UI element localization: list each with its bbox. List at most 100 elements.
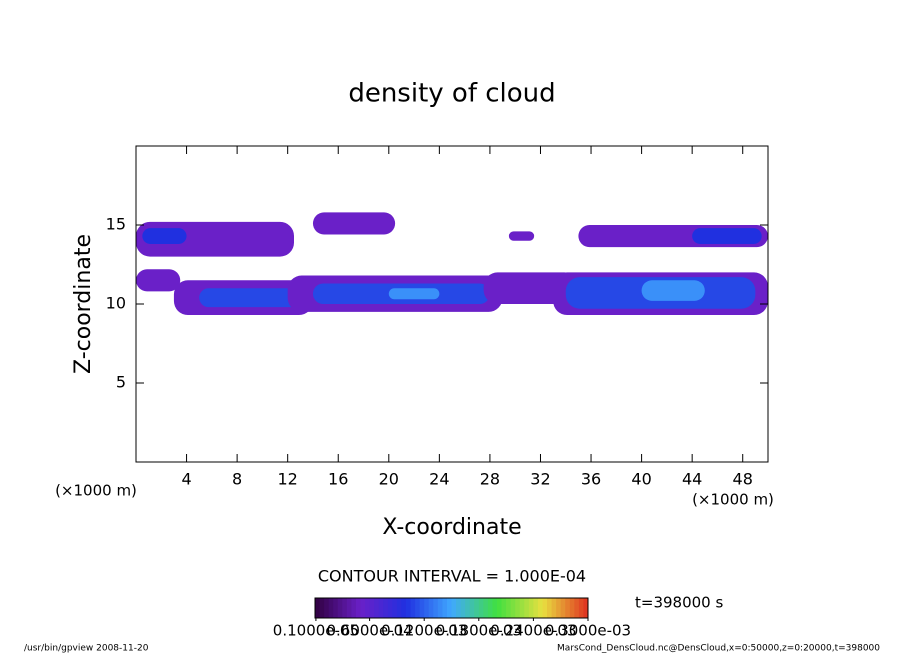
x-tick-label: 12 xyxy=(278,470,298,489)
colorbar-segment xyxy=(560,598,566,618)
colorbar-segment xyxy=(387,598,393,618)
x-tick-label: 20 xyxy=(379,470,399,489)
cloud-region xyxy=(142,228,187,244)
chart-title: density of cloud xyxy=(348,79,555,109)
cloud-region xyxy=(312,212,396,235)
cloud-region xyxy=(388,288,440,300)
colorbar-segment xyxy=(569,598,575,618)
colorbar-segment xyxy=(415,598,421,618)
x-tick-label: 28 xyxy=(480,470,500,489)
colorbar-segment xyxy=(556,598,562,618)
colorbar-tick-label: 0.2400e-03 xyxy=(490,622,576,640)
colorbar-segment xyxy=(537,598,543,618)
cloud-region xyxy=(692,228,762,244)
x-tick-label: 44 xyxy=(682,470,702,489)
colorbar-segment xyxy=(478,598,484,618)
colorbar-segment xyxy=(369,598,375,618)
x-axis-label: X-coordinate xyxy=(382,515,521,540)
colorbar-segment xyxy=(319,598,325,618)
colorbar-segment xyxy=(474,598,480,618)
colorbar-segment xyxy=(492,598,498,618)
colorbar-segment xyxy=(460,598,466,618)
colorbar-segment xyxy=(342,598,348,618)
colorbar-segment xyxy=(519,598,525,618)
colorbar-segment xyxy=(501,598,507,618)
x-tick-label: 4 xyxy=(181,470,191,489)
colorbar-segment xyxy=(433,598,439,618)
colorbar-segment xyxy=(574,598,580,618)
y-unit: (×1000 m) xyxy=(55,482,137,500)
colorbar-segment xyxy=(333,598,339,618)
colorbar-tick-label: 0.1200e-03 xyxy=(381,622,467,640)
y-tick-label: 15 xyxy=(106,215,126,234)
colorbar-segment xyxy=(406,598,412,618)
colorbar-segment xyxy=(351,598,357,618)
colorbar-segment xyxy=(392,598,398,618)
colorbar-segment xyxy=(419,598,425,618)
cloud-region xyxy=(641,280,705,301)
x-tick-label: 36 xyxy=(581,470,601,489)
x-unit: (×1000 m) xyxy=(692,491,774,509)
colorbar-segment xyxy=(328,598,334,618)
colorbar-segment xyxy=(456,598,462,618)
colorbar-tick-label: 0.1000e-05 xyxy=(273,622,359,640)
y-tick-label: 5 xyxy=(116,373,126,392)
colorbar-tick-label: 0.6000e-04 xyxy=(326,622,412,640)
x-tick-label: 16 xyxy=(328,470,348,489)
colorbar-segment xyxy=(401,598,407,618)
colorbar-segment xyxy=(383,598,389,618)
cloud-region xyxy=(136,269,181,292)
colorbar-segment xyxy=(337,598,343,618)
colorbar-segment xyxy=(583,598,589,618)
colorbar-segment xyxy=(578,598,584,618)
x-tick-label: 48 xyxy=(733,470,753,489)
colorbar-segment xyxy=(374,598,380,618)
colorbar-segment xyxy=(446,598,452,618)
footer-left: /usr/bin/gpview 2008-11-20 xyxy=(24,644,149,654)
colorbar-segment xyxy=(533,598,539,618)
y-axis-label: Z-coordinate xyxy=(71,234,96,374)
colorbar-tick-label: 0.3000e-03 xyxy=(545,622,631,640)
cloud-region xyxy=(199,288,301,308)
colorbar-segment xyxy=(355,598,361,618)
colorbar-segment xyxy=(542,598,548,618)
footer-right: MarsCond_DensCloud.nc@DensCloud,x=0:5000… xyxy=(557,644,880,654)
colorbar-segment xyxy=(410,598,416,618)
x-tick-label: 32 xyxy=(530,470,550,489)
x-tick-label: 40 xyxy=(631,470,651,489)
colorbar-segment xyxy=(565,598,571,618)
colorbar-segment xyxy=(465,598,471,618)
colorbar-segment xyxy=(324,598,330,618)
colorbar-segment xyxy=(528,598,534,618)
colorbar-segment xyxy=(360,598,366,618)
colorbar-segment xyxy=(510,598,516,618)
colorbar-segment xyxy=(524,598,530,618)
colorbar-frame xyxy=(314,597,589,619)
colorbar-segment xyxy=(428,598,434,618)
x-tick-label: 8 xyxy=(232,470,242,489)
colorbar-segment xyxy=(365,598,371,618)
colorbar-segment xyxy=(551,598,557,618)
contour-interval: CONTOUR INTERVAL = 1.000E-04 xyxy=(318,567,586,586)
colorbar-segment xyxy=(506,598,512,618)
colorbar-segment xyxy=(451,598,457,618)
colorbar-segment xyxy=(396,598,402,618)
time-label: t=398000 s xyxy=(635,594,723,612)
colorbar-segment xyxy=(515,598,521,618)
colorbar-segment xyxy=(346,598,352,618)
colorbar-tick-label: 0.1800e-03 xyxy=(436,622,522,640)
colorbar-segment xyxy=(469,598,475,618)
colorbar-segment xyxy=(483,598,489,618)
y-tick-label: 10 xyxy=(106,294,126,313)
colorbar-segment xyxy=(497,598,503,618)
colorbar-segment xyxy=(547,598,553,618)
colorbar-segment xyxy=(378,598,384,618)
colorbar-segment xyxy=(437,598,443,618)
colorbar-segment xyxy=(424,598,430,618)
cloud-region xyxy=(508,231,535,241)
colorbar-segment xyxy=(487,598,493,618)
colorbar-segment xyxy=(442,598,448,618)
x-tick-label: 24 xyxy=(429,470,449,489)
